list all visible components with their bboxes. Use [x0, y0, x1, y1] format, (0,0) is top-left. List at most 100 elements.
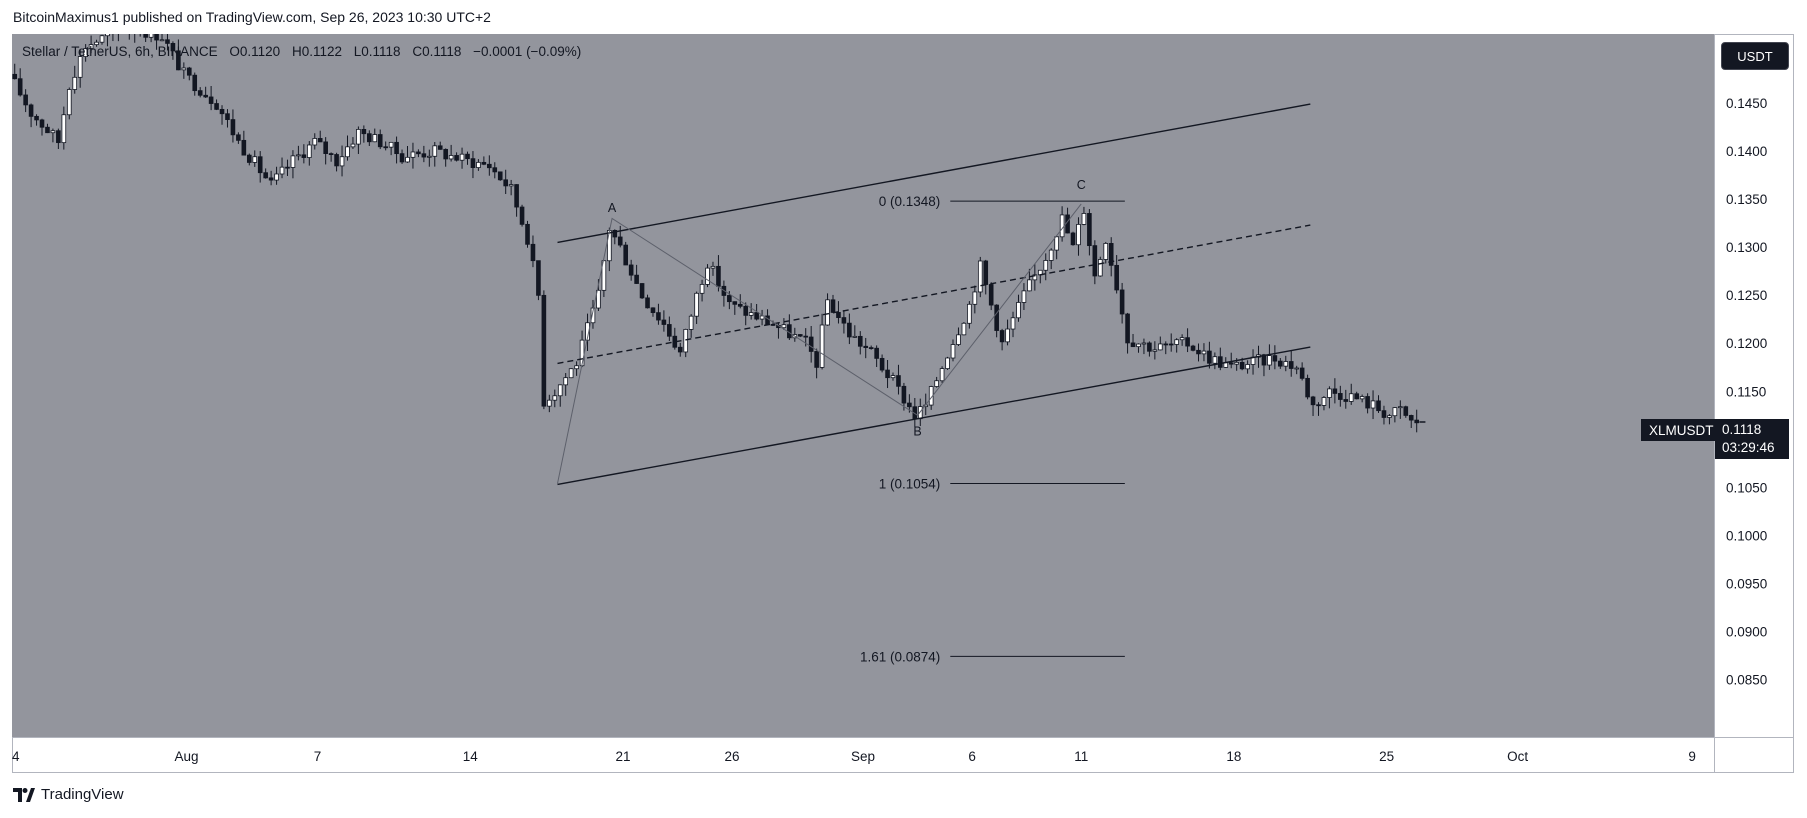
candle-body	[454, 155, 459, 161]
candle-body	[1081, 213, 1087, 225]
candle-body	[279, 166, 285, 175]
candle-body	[683, 328, 689, 353]
candle-body	[1032, 274, 1038, 281]
candle-body	[1119, 289, 1125, 315]
candle-body	[1261, 354, 1267, 366]
candle-body	[170, 43, 176, 52]
candle-body	[443, 148, 448, 160]
candle-body	[1141, 342, 1147, 345]
candle-body	[410, 151, 416, 158]
candle-body	[503, 179, 508, 187]
candle-body	[628, 264, 634, 276]
candle-body	[1201, 350, 1207, 355]
candle-body	[154, 34, 159, 41]
candle-body	[1392, 407, 1398, 417]
candle-body	[1354, 393, 1359, 400]
wave-path	[557, 203, 1082, 484]
candle-body	[945, 357, 950, 370]
x-tick-label: 7	[314, 749, 322, 764]
candle-body	[1207, 350, 1212, 364]
candle-body	[841, 317, 847, 324]
candle-body	[88, 44, 94, 49]
candle-body	[1234, 361, 1239, 365]
candle-body	[601, 260, 607, 291]
chart-legend: Stellar / TetherUS, 6h, BINANCE O0.1120 …	[22, 44, 581, 59]
candle-body	[317, 138, 323, 143]
x-tick-label: 11	[1074, 749, 1088, 764]
price-chart[interactable]: 0 (0.1348) 1 (0.1054) 1.61 (0.0874) 0.1450 0…	[12, 34, 1794, 773]
wave-label: B	[913, 425, 921, 439]
candle-body	[394, 141, 399, 155]
candle-body	[1163, 343, 1169, 346]
candle-body	[492, 167, 498, 173]
legend-low-label: L	[353, 44, 362, 59]
candle-body	[246, 154, 252, 163]
candle-body	[1387, 415, 1392, 418]
channel-middle-line	[557, 224, 1311, 365]
y-tick-label: 0.0950	[1726, 576, 1767, 591]
candle-body	[1359, 396, 1365, 400]
candle-body	[879, 357, 885, 371]
candle-body	[1376, 400, 1381, 412]
candle-body	[596, 289, 601, 309]
candle-body	[825, 299, 830, 326]
candle-body	[1408, 415, 1414, 421]
candle-body	[1043, 260, 1049, 271]
y-tick-label: 0.1050	[1726, 480, 1767, 495]
channel-upper-line	[557, 103, 1311, 244]
x-tick-label: Sep	[851, 749, 875, 764]
candle-body	[252, 156, 258, 163]
candle-body	[699, 284, 705, 294]
candle-body	[17, 78, 23, 96]
candle-body	[399, 153, 405, 163]
candle-body	[312, 138, 318, 146]
y-tick-label: 0.1000	[1726, 528, 1767, 543]
candle-body	[983, 260, 989, 285]
candle-body	[1223, 362, 1229, 368]
candle-body	[203, 94, 208, 98]
candle-body	[617, 236, 623, 246]
candle-body	[1130, 342, 1136, 348]
candle-body	[236, 134, 241, 141]
candle-body	[519, 206, 525, 225]
candle-body	[1239, 361, 1245, 370]
candle-body	[1185, 337, 1190, 347]
candle-body	[165, 39, 170, 44]
candle-body	[61, 114, 67, 144]
candle-body	[219, 108, 225, 115]
legend-open-value: 0.1120	[239, 44, 281, 59]
last-price-value: 0.1118	[1722, 422, 1762, 437]
candle-body	[465, 153, 470, 160]
candle-body	[432, 145, 438, 157]
tradingview-logo-icon	[13, 787, 35, 802]
candle-body	[1228, 362, 1234, 365]
candle-body	[956, 334, 961, 345]
candle-body	[857, 335, 863, 347]
x-tick-label: 21	[615, 749, 630, 764]
candle-body	[847, 322, 852, 338]
candle-body	[481, 161, 487, 165]
candle-body	[306, 144, 312, 158]
candle-body	[328, 153, 334, 156]
candle-body	[361, 129, 367, 135]
symbol-tag: XLMUSDT	[1641, 419, 1722, 441]
published-line: BitcoinMaximus1 published on TradingView…	[13, 9, 491, 25]
candle-body	[836, 312, 841, 318]
candle-body	[667, 324, 672, 337]
candle-body	[770, 323, 776, 326]
fib-level-label: 0 (0.1348)	[879, 194, 941, 209]
footer-brand[interactable]: TradingView	[13, 786, 124, 803]
x-tick-label: 26	[725, 749, 740, 764]
currency-button[interactable]: USDT	[1721, 42, 1789, 70]
candle-body	[661, 319, 667, 325]
candle-body	[612, 230, 618, 238]
candle-body	[34, 115, 39, 121]
candle-body	[208, 96, 214, 104]
candle-body	[694, 292, 699, 317]
candle-body	[497, 171, 503, 181]
candle-body	[416, 151, 421, 155]
candle-body	[1005, 328, 1010, 343]
candle-body	[896, 375, 901, 387]
candle-body	[383, 146, 388, 149]
candle-body	[934, 380, 939, 387]
